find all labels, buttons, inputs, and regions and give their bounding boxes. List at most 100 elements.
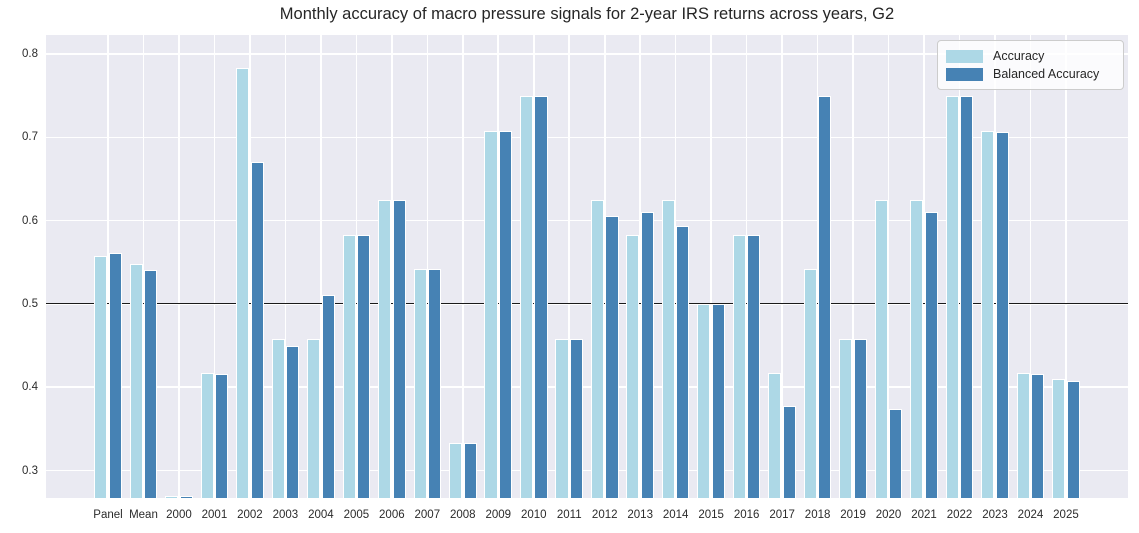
x-tick-label-2015: 2015 (698, 509, 724, 521)
bar-accuracy-2022 (945, 95, 959, 498)
x-tick-label-2005: 2005 (343, 509, 370, 521)
x-tick-label-2013: 2013 (627, 509, 653, 521)
gridline-v-2001 (213, 35, 216, 498)
y-tick-label-0.3: 0.3 (22, 464, 38, 477)
y-tick-label-0.5: 0.5 (22, 297, 38, 310)
bar-balanced-accuracy-2010 (534, 95, 548, 498)
bar-accuracy-2023 (981, 130, 995, 498)
bar-accuracy-2003 (271, 338, 285, 498)
x-tick-label-2022: 2022 (946, 509, 973, 521)
bar-balanced-accuracy-2018 (818, 95, 832, 498)
x-tick-label-2011: 2011 (556, 509, 582, 521)
bar-accuracy-2018 (803, 268, 817, 498)
bar-accuracy-2001 (200, 373, 214, 498)
legend-label-accuracy: Accuracy (993, 49, 1045, 63)
bar-accuracy-2002 (236, 68, 250, 498)
bar-accuracy-2011 (555, 338, 569, 498)
legend-swatch-balanced-accuracy (946, 67, 983, 81)
bar-accuracy-2015 (697, 303, 711, 498)
reference-line-0.5 (46, 303, 1128, 305)
x-tick-label-2021: 2021 (911, 509, 937, 521)
bar-balanced-accuracy-2016 (747, 234, 761, 498)
bar-balanced-accuracy-2019 (853, 338, 867, 498)
bar-balanced-accuracy-2023 (995, 131, 1009, 498)
bar-balanced-accuracy-2006 (392, 199, 406, 498)
bar-balanced-accuracy-2011 (569, 338, 584, 498)
y-tick-label-0.8: 0.8 (22, 48, 38, 61)
gridline-h-0.7 (46, 136, 1128, 139)
bar-balanced-accuracy-2007 (428, 268, 442, 498)
bar-accuracy-2006 (378, 199, 392, 498)
x-tick-label-2025: 2025 (1053, 509, 1079, 521)
plot-area (46, 35, 1128, 498)
bar-accuracy-2004 (307, 338, 321, 498)
bar-balanced-accuracy-Panel (108, 253, 122, 498)
bar-balanced-accuracy-2024 (1031, 373, 1045, 498)
gridline-v-2022 (958, 35, 961, 498)
x-tick-label-2004: 2004 (308, 509, 334, 521)
gridline-v-2002 (249, 35, 251, 498)
bar-accuracy-2010 (519, 95, 534, 498)
bar-balanced-accuracy-2022 (960, 95, 974, 498)
legend-row-balanced-accuracy: Balanced Accuracy (946, 67, 1115, 81)
gridline-v-2000 (178, 35, 180, 498)
bar-accuracy-2000 (165, 495, 179, 498)
gridline-h-0.6 (46, 219, 1128, 222)
bar-accuracy-2009 (484, 130, 498, 498)
bar-balanced-accuracy-2025 (1066, 380, 1080, 498)
legend-swatch-accuracy (946, 49, 983, 63)
x-tick-label-2001: 2001 (201, 509, 228, 521)
bar-balanced-accuracy-2012 (605, 215, 619, 498)
bar-accuracy-2013 (626, 234, 640, 498)
x-tick-label-2008: 2008 (450, 509, 476, 521)
gridline-v-2023 (994, 35, 996, 498)
bar-accuracy-2014 (661, 199, 675, 498)
bar-accuracy-2005 (342, 234, 356, 498)
gridline-v-2008 (462, 35, 464, 498)
gridline-v-2018 (816, 35, 819, 498)
x-tick-label-2018: 2018 (804, 509, 831, 521)
bar-accuracy-2008 (449, 443, 463, 498)
legend-row-accuracy: Accuracy (946, 49, 1115, 63)
bar-accuracy-2024 (1016, 373, 1030, 498)
bar-balanced-accuracy-2005 (357, 234, 371, 498)
gridline-v-2021 (923, 35, 925, 498)
bar-balanced-accuracy-2013 (640, 211, 654, 498)
y-tick-label-0.4: 0.4 (22, 381, 38, 394)
gridline-h-0.8 (46, 53, 1128, 55)
gridline-v-2006 (391, 35, 393, 498)
bar-balanced-accuracy-2021 (924, 211, 938, 498)
legend-label-balanced-accuracy: Balanced Accuracy (993, 67, 1100, 81)
gridline-v-2020 (887, 35, 890, 498)
x-tick-label-2010: 2010 (520, 509, 547, 521)
x-tick-label-2017: 2017 (769, 509, 795, 521)
legend: Accuracy Balanced Accuracy (937, 40, 1124, 90)
x-tick-label-2009: 2009 (485, 509, 512, 521)
x-tick-label-2023: 2023 (982, 509, 1008, 521)
gridline-v-2013 (639, 35, 641, 498)
bar-balanced-accuracy-2002 (250, 161, 264, 498)
gridline-v-2007 (426, 35, 429, 498)
x-tick-label-Mean: Mean (129, 509, 158, 521)
gridline-v-2015 (710, 35, 712, 498)
x-tick-label-2024: 2024 (1017, 509, 1044, 521)
gridline-v-2009 (497, 35, 500, 498)
x-tick-label-2002: 2002 (237, 509, 263, 521)
bar-balanced-accuracy-2009 (498, 130, 513, 498)
gridline-h-0.4 (46, 386, 1128, 389)
bar-accuracy-2007 (413, 268, 427, 498)
gridline-v-Mean (142, 35, 145, 498)
gridline-v-2014 (674, 35, 677, 498)
bar-balanced-accuracy-2001 (215, 373, 229, 498)
x-tick-label-2016: 2016 (733, 509, 760, 521)
gridline-v-2016 (745, 35, 748, 498)
gridline-v-2003 (284, 35, 287, 498)
gridline-v-2012 (603, 35, 606, 498)
gridline-v-2025 (1065, 35, 1067, 498)
bar-accuracy-2019 (839, 338, 853, 498)
x-tick-label-2014: 2014 (662, 509, 689, 521)
bar-balanced-accuracy-2004 (321, 294, 335, 498)
gridline-v-2005 (355, 35, 358, 498)
bar-accuracy-2012 (590, 199, 604, 498)
